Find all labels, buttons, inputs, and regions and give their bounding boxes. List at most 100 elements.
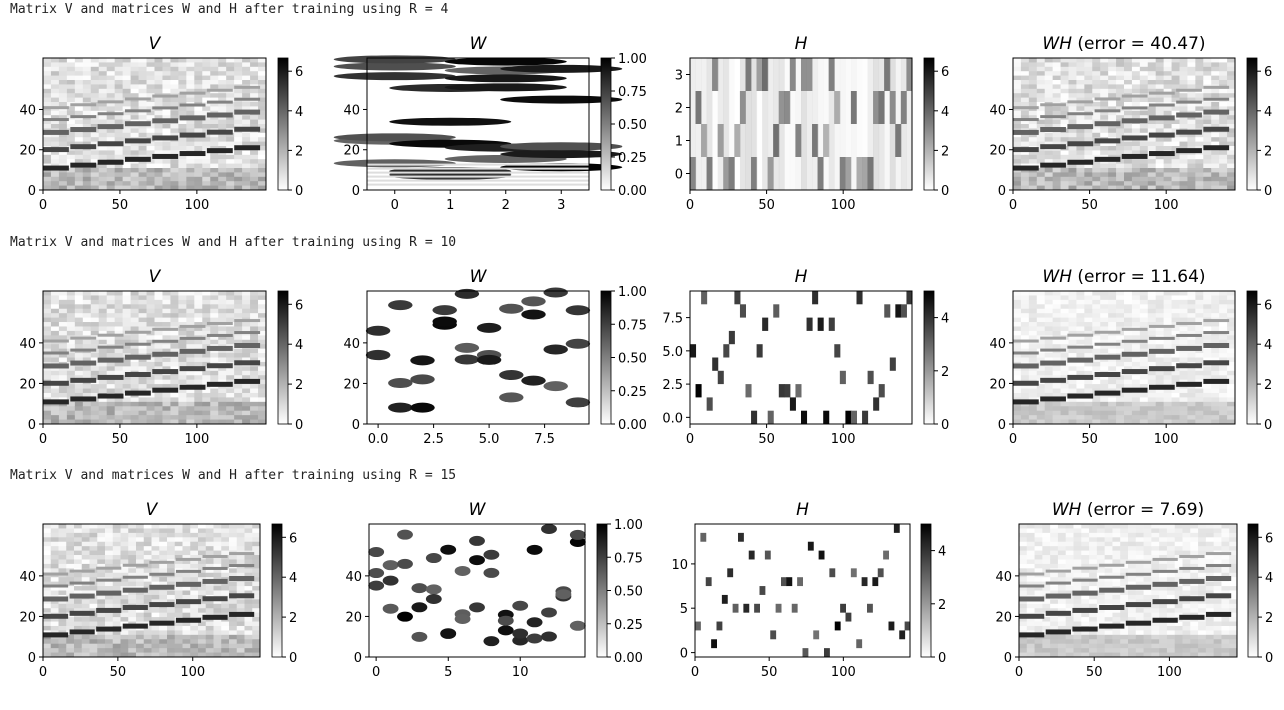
y-tick-label: 20 [19,610,36,625]
panel-title: WH (error = 11.64) [1042,267,1205,287]
colorbar-tick-label: 6 [941,65,949,80]
colorbar-tick-label: 0 [941,418,949,433]
colorbar-tick-label: 0.25 [614,618,643,633]
heatmap-image [368,523,586,657]
colorbar-tick-label: 6 [295,65,303,80]
colorbar-tick-label: 0 [289,651,297,666]
panel-h-r4: H 0 50 100 0 1 2 3 0 2 4 6 [675,34,950,213]
colorbar-tick-label: 2 [295,144,303,159]
colorbar: 0 2 4 [920,523,946,666]
colorbar-tick-label: 0 [1264,184,1272,199]
colorbar-tick-label: 0 [1264,418,1272,433]
colorbar-tick-label: 1.00 [614,518,643,533]
colorbar-tick-label: 0.50 [618,352,647,367]
axes-frame [1012,290,1236,425]
heatmap-image [695,524,911,657]
colorbar-tick-label: 4 [295,105,303,120]
panel-w-r10: W 0.0 2.5 5.0 7.5 0 20 40 0.00 0.25 0.50 0.75 1.00 [343,267,647,447]
panel-wh-r15: WH (error = 7.69) 0 50 100 0 20 40 0 2 4 6 [995,500,1273,680]
y-tick-label: 5 [680,602,688,617]
x-tick-label: 50 [761,665,778,680]
heatmap-image [1013,291,1236,425]
x-tick-label: 50 [112,198,129,213]
colorbar-tick-label: 0.75 [614,551,643,566]
y-tick-label: 0 [680,647,688,662]
axes-frame [42,523,261,658]
heatmap-image [1013,58,1236,191]
colorbar-tick-label: 0.25 [618,151,647,166]
y-tick-label: 20 [343,377,360,392]
y-tick-label: 40 [995,570,1012,585]
colorbar: 0 2 4 6 [271,523,297,666]
x-tick-label: 100 [831,665,856,680]
y-tick-label: 0 [28,418,36,433]
colorbar-tick-label: 2 [1264,144,1272,159]
colorbar-tick-label: 6 [1264,65,1272,80]
y-tick-label: 0 [352,418,360,433]
colorbar-tick-label: 0 [938,651,946,666]
panel-title: W [470,267,488,287]
colorbar-tick-label: 4 [295,338,303,353]
heatmap-image [43,291,267,425]
x-tick-label: 0 [39,665,47,680]
row-header-r15: Matrix V and matrices W and H after trai… [10,468,457,483]
y-tick-label: 3 [675,69,683,84]
y-tick-label: 0 [28,651,36,666]
panel-v-r10: V 0 50 100 0 20 40 0 2 4 6 [19,267,303,447]
panel-title: H [796,500,809,520]
y-tick-label: 2.5 [662,378,683,393]
x-tick-label: 0 [1015,665,1023,680]
x-tick-label: 50 [1081,432,1098,447]
y-tick-label: 20 [989,144,1006,159]
y-tick-label: 40 [19,570,36,585]
y-tick-label: 20 [989,377,1006,392]
colorbar-tick-label: 4 [1264,338,1272,353]
axes-frame [42,57,267,191]
colorbar-tick-label: 0.00 [614,651,643,666]
y-tick-label: 10 [671,558,688,573]
axes-frame [42,290,267,425]
heatmap-image [43,524,261,658]
colorbar: 0 2 4 6 [1247,523,1273,666]
colorbar-tick-label: 6 [1264,298,1272,313]
row-header-r10: Matrix V and matrices W and H after trai… [10,235,457,250]
colorbar: 0 2 4 [923,290,949,433]
axes-frame [368,523,586,658]
heatmap-image [365,287,591,424]
y-tick-label: 7.5 [662,312,683,327]
panel-title: V [149,267,162,287]
x-tick-label: 50 [758,432,775,447]
x-tick-label: 50 [1086,665,1103,680]
x-tick-label: 100 [1157,665,1182,680]
panel-v-r4: V 0 50 100 0 20 40 0 2 4 6 [19,34,303,213]
colorbar-tick-label: 0.25 [618,385,647,400]
x-tick-label: 0 [39,432,47,447]
y-tick-label: 0 [675,168,683,183]
heatmap-image [333,55,623,190]
y-tick-label: 1 [675,135,683,150]
x-tick-label: 100 [180,665,205,680]
x-tick-label: 100 [1154,432,1179,447]
y-tick-label: 40 [343,337,360,352]
y-tick-label: 40 [345,570,362,585]
colorbar-tick-label: 2 [295,378,303,393]
x-tick-label: 50 [110,665,127,680]
colorbar-tick-label: 0.75 [618,85,647,100]
x-tick-label: 5 [444,665,452,680]
panel-w-r4: W 0 1 2 3 0 20 40 0.00 0.25 0.50 0.75 1.00 [333,34,647,213]
colorbar-tick-label: 0.00 [618,418,647,433]
panel-title: W [469,500,487,520]
y-tick-label: 40 [989,103,1006,118]
colorbar-tick-label: 6 [289,531,297,546]
colorbar-tick-label: 4 [941,105,949,120]
colorbar-tick-label: 0 [295,184,303,199]
x-tick-label: 0 [372,665,380,680]
y-tick-label: 0 [998,184,1006,199]
x-tick-label: 100 [184,432,209,447]
x-tick-label: 7.5 [534,432,555,447]
colorbar-tick-label: 2 [289,611,297,626]
colorbar: 0.00 0.25 0.50 0.75 1.00 [600,285,647,433]
y-tick-label: 20 [995,610,1012,625]
axes-frame [366,57,590,191]
colorbar-tick-label: 4 [938,545,946,560]
